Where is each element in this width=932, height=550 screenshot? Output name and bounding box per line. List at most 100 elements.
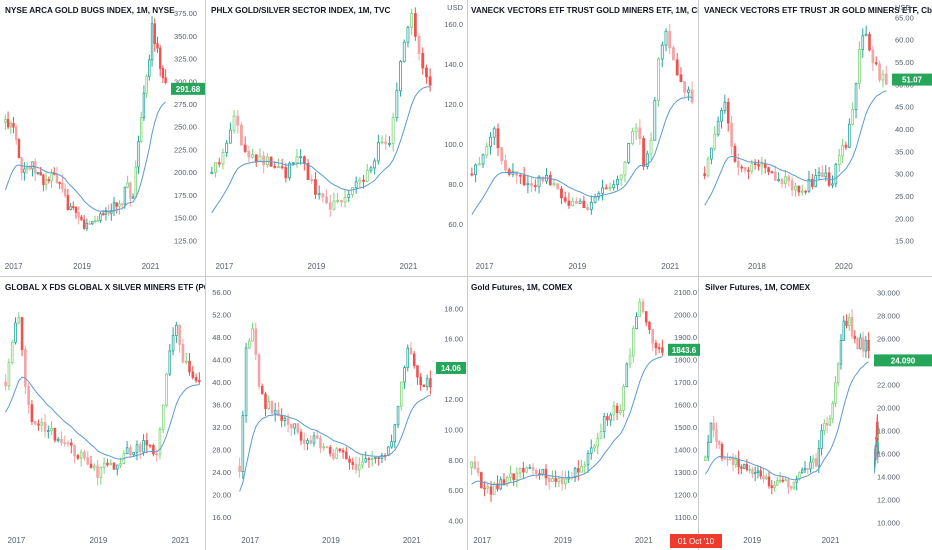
y-tick-label: 1400.0 <box>674 445 697 454</box>
candle-body <box>861 35 865 50</box>
candle-body <box>283 417 287 421</box>
chart-pane-si2[interactable]: 30.00028.00026.00024.00022.00020.00018.0… <box>874 277 932 550</box>
candle-body <box>709 422 713 443</box>
candle-body <box>254 154 258 163</box>
candle-body <box>606 416 609 421</box>
y-tick-label: 45.00 <box>895 103 914 112</box>
chart-pane-gc[interactable]: Gold Futures, 1M, COMEX18.0016.0014.0012… <box>436 277 668 550</box>
y-tick-label: 375.00 <box>174 9 197 18</box>
candle-body <box>794 185 797 191</box>
candle-body <box>874 62 878 65</box>
candle-body <box>473 461 477 469</box>
candle-body <box>50 427 53 432</box>
candle-body <box>102 462 106 468</box>
candle-body <box>376 142 380 162</box>
pane-divider[interactable] <box>698 0 699 550</box>
candle-body <box>798 472 801 480</box>
y-tick-label: 1100.0 <box>675 513 697 522</box>
candle-body <box>31 161 34 170</box>
candle-body <box>267 401 271 410</box>
candle-body <box>109 462 113 466</box>
candle-body <box>299 431 303 441</box>
candle-body <box>853 335 856 339</box>
candles <box>210 7 432 217</box>
x-tick-label: 2017 <box>473 536 491 545</box>
candle-body <box>228 129 232 144</box>
chart-pane-sil2[interactable]: 56.00 52.00 48.00 44.00 40.00 36.00 32.00 28.00… <box>206 277 436 550</box>
y-tick-label: 20.00 <box>895 214 914 223</box>
candle-body <box>347 194 351 198</box>
y-tick-label: 30.00 <box>895 170 914 179</box>
chart-pane-gdxj[interactable]: VANECK VECTORS ETF TRUST JR GOLD MINERS … <box>699 0 932 276</box>
candle-body <box>745 464 749 471</box>
y-tick-label: 1800.0 <box>674 356 697 365</box>
candle-body <box>74 206 78 213</box>
candle-body <box>547 477 551 482</box>
candle-body <box>119 463 122 466</box>
candle-body <box>836 363 840 384</box>
candle-body <box>767 167 770 173</box>
candle-body <box>319 437 322 449</box>
candle-body <box>36 172 40 174</box>
candle-body <box>541 468 545 475</box>
candles <box>238 322 432 479</box>
candle-body <box>137 141 140 168</box>
candle-body <box>399 61 402 92</box>
candle-body <box>88 222 91 225</box>
candle-body <box>810 178 814 187</box>
chart-pane-xau[interactable]: PHLX GOLD/SILVER SECTOR INDEX, 1M, TVC 20… <box>206 0 436 276</box>
x-tick-label: 2017 <box>5 262 23 271</box>
x-tick-label: 2018 <box>748 262 766 271</box>
candle-body <box>651 329 654 344</box>
candle-body <box>759 470 762 477</box>
y-tick-label: 80.0 <box>448 180 463 189</box>
candle-body <box>155 453 158 456</box>
chart-title: Silver Futures, 1M, COMEX <box>705 283 811 292</box>
candle-body <box>20 317 24 350</box>
y-tick-label: 1500.0 <box>674 423 697 432</box>
candle-body <box>757 163 760 167</box>
candle-body <box>332 200 336 210</box>
pane-divider[interactable] <box>205 0 206 550</box>
candle-body <box>753 472 757 474</box>
candle-body <box>93 220 97 223</box>
candles <box>4 16 167 232</box>
candle-body <box>112 202 116 212</box>
candle-body <box>481 154 485 165</box>
candle-body <box>537 176 541 187</box>
candle-body <box>679 74 683 83</box>
y-tick-label: 25.00 <box>895 192 914 201</box>
candle-body <box>635 316 638 330</box>
candle-body <box>477 163 481 166</box>
chart-pane-gdx[interactable]: VANECK VECTORS ETF TRUST GOLD MINERS ETF… <box>436 0 698 276</box>
candle-body <box>502 479 506 486</box>
candle-body <box>412 353 416 367</box>
pane-divider[interactable] <box>467 0 468 550</box>
chart-pane-si[interactable]: Silver Futures, 1M, COMEX 2100.0 2000.0 190… <box>668 277 874 550</box>
candle-body <box>295 156 299 163</box>
moving-average-line <box>704 90 887 206</box>
candle-body <box>713 133 717 149</box>
candle-body <box>743 167 747 171</box>
candle-body <box>800 190 804 193</box>
candle-body <box>161 404 165 430</box>
chart-pane-sil[interactable]: GLOBAL X FDS GLOBAL X SILVER MINERS ETF … <box>0 277 205 550</box>
y-tick-label: 44.00 <box>212 356 231 365</box>
candle-body <box>58 182 61 184</box>
candle-body <box>410 13 414 28</box>
chart-pane-gdm[interactable]: NYSE ARCA GOLD BUGS INDEX, 1M, NYSE 375.0… <box>0 0 205 276</box>
candle-body <box>784 176 787 185</box>
candle-body <box>248 340 251 349</box>
chart-title: VANECK VECTORS ETF TRUST JR GOLD MINERS … <box>704 6 932 15</box>
candle-body <box>66 195 70 210</box>
candle-body <box>72 206 75 208</box>
candle-body <box>225 142 229 153</box>
candle-body <box>310 179 314 181</box>
y-tick-label: 8.00 <box>448 456 463 465</box>
candle-body <box>817 448 821 467</box>
candle-body <box>76 455 80 459</box>
candle-body <box>596 437 600 447</box>
candle-body <box>82 219 86 229</box>
pane-divider[interactable] <box>0 276 932 277</box>
candle-body <box>402 41 406 62</box>
